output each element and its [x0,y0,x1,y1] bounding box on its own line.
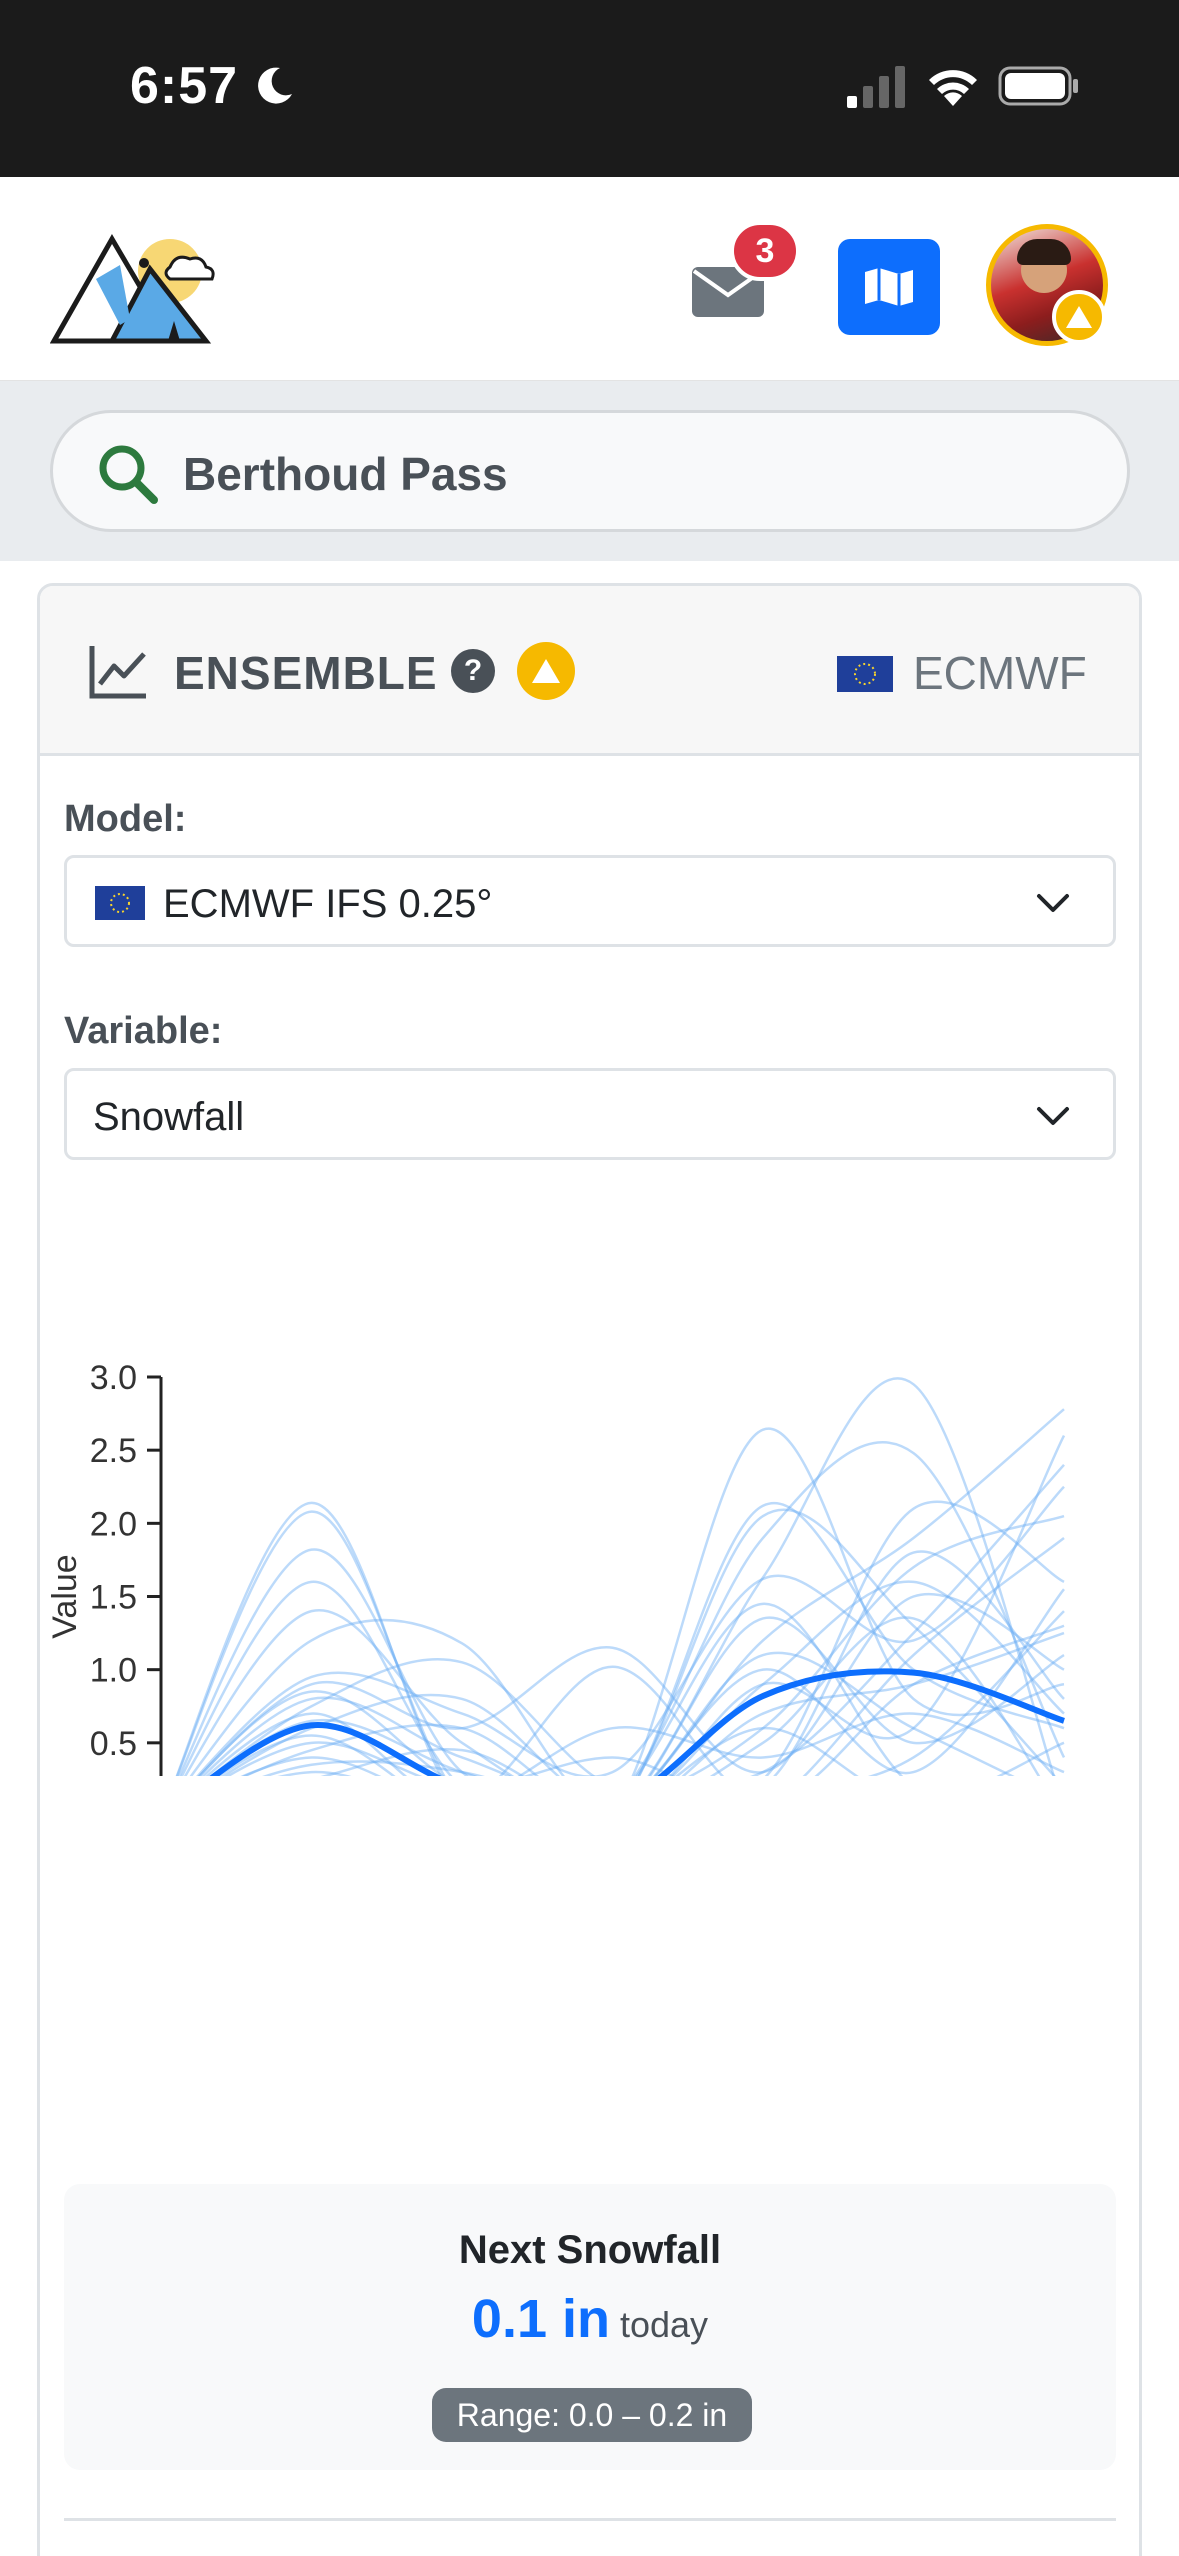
ensemble-member-line-20 [160,1712,1065,1818]
card-header: ENSEMBLE ? ECMWF [40,586,1139,756]
card-title: ENSEMBLE [174,647,438,699]
map-icon [865,268,913,306]
y-tick-label: 3.0 [90,1359,137,1397]
next-snowfall-line: 0.1 in today [64,2288,1116,2350]
y-tick-label: 1.5 [90,1579,137,1617]
next-snowfall-when: today [619,2304,709,2345]
ensemble-member-line-7 [160,1485,1065,1817]
app-header: 3 [0,177,1179,381]
model-label: Model: [64,798,187,840]
y-tick-label: 2.5 [90,1432,137,1470]
next-snowfall-amount: 0.1 in [471,2289,610,2349]
chevron-down-icon [1037,1107,1069,1125]
y-tick-label: 1.0 [90,1652,137,1690]
avatar-hair [1017,239,1071,265]
y-tick-label: 0.5 [90,1725,137,1763]
ensemble-member-line-5 [159,1408,1065,1817]
next-snowfall-title: Next Snowfall [458,2228,722,2272]
model-value: ECMWF IFS 0.25° [163,882,493,926]
search-icon [99,445,158,504]
ensemble-member-line-8 [160,1592,1065,1817]
mountain-logo[interactable] [50,229,226,347]
next-snowfall-range: Range: 0.0 – 0.2 in [432,2388,752,2442]
ensemble-member-line-16 [160,1550,1065,1818]
help-icon[interactable]: ? [451,649,495,693]
battery-icon [998,66,1078,106]
chart-line-icon [89,646,146,699]
map-button[interactable] [838,239,940,335]
search-input[interactable]: Berthoud Pass [50,410,1130,532]
eu-flag-icon [837,656,893,692]
mail-badge: 3 [730,221,800,281]
search-value: Berthoud Pass [183,448,508,500]
ensemble-member-line-22 [160,1610,1065,1818]
status-time: 6:57 [130,57,239,115]
y-axis-label: Value [46,1554,84,1638]
variable-value: Snowfall [93,1095,245,1139]
ensemble-member-line-12 [160,1624,1065,1818]
variable-label: Variable: [64,1010,223,1052]
moon-icon [258,67,292,104]
variable-select[interactable]: Snowfall [64,1068,1116,1160]
search-band: Berthoud Pass [0,381,1179,561]
status-bar: 6:57 [0,0,1179,177]
ensemble-chart: 0.00.51.01.52.02.53.0Jan 04Mon 05Tue 06W… [40,1256,1139,1930]
divider [64,2518,1116,2521]
model-select[interactable]: ECMWF IFS 0.25° [64,855,1116,947]
wifi-icon [929,70,977,106]
next-snowfall-panel: Next Snowfall 0.1 in today Range: 0.0 – 0… [64,2184,1116,2470]
chevron-down-icon [1037,894,1069,912]
signal-icon [847,66,905,108]
warning-icon[interactable] [517,642,575,700]
ensemble-card: ENSEMBLE ? ECMWF Model: ECMWF IFS 0.25° … [37,583,1142,2556]
warning-badge-icon [1052,290,1106,344]
source-label: ECMWF [913,647,1087,699]
y-tick-label: 2.0 [90,1505,137,1543]
chart-svg: 0.00.51.01.52.02.53.0Jan 04Mon 05Tue 06W… [46,1359,1104,1930]
eu-flag-icon [95,886,145,920]
ensemble-member-line-19 [160,1536,1065,1818]
